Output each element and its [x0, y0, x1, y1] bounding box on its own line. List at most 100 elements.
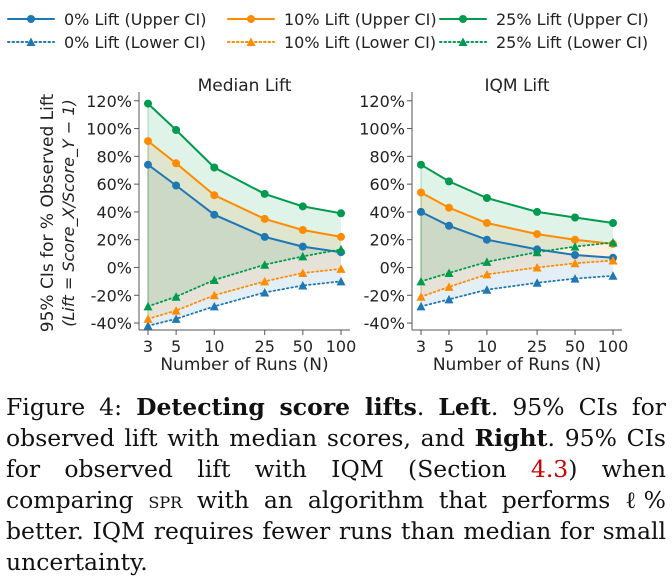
data-point	[298, 251, 308, 261]
data-point	[172, 181, 181, 190]
data-point	[417, 160, 425, 169]
legend-entry: 10% Lift (Upper CI)	[227, 10, 437, 29]
legend-triangle-marker	[26, 37, 36, 46]
series-line	[420, 163, 614, 224]
caption-text: with an algorithm that performs ℓ% bette…	[6, 486, 667, 576]
data-point	[298, 281, 308, 290]
y-tick-label: 40%	[96, 203, 132, 222]
y-axis-label-formula: (Lift = Score_X/Score_Y − 1)	[59, 99, 79, 327]
legend-entry: 0% Lift (Lower CI)	[7, 33, 206, 52]
y-tick-label: 100%	[359, 120, 405, 139]
ci-band	[421, 164, 613, 282]
x-tick-label: 25	[527, 337, 547, 356]
data-point	[210, 163, 219, 172]
data-point	[444, 268, 454, 277]
data-point	[336, 276, 346, 286]
data-point	[416, 276, 426, 286]
data-point	[532, 263, 542, 272]
data-point	[608, 238, 618, 247]
data-point	[416, 301, 426, 311]
legend-triangle-marker	[246, 37, 256, 46]
x-tick-label: 25	[255, 337, 275, 356]
series-line	[420, 274, 614, 308]
data-point	[260, 214, 269, 223]
data-point	[298, 202, 307, 211]
legend-circle-marker	[27, 15, 35, 23]
data-point	[260, 276, 270, 286]
legend: 0% Lift (Upper CI) 10% Lift (Upper CI) 25%…	[7, 10, 649, 52]
y-tick-label: 0%	[380, 258, 405, 277]
series-line	[147, 267, 342, 320]
legend-label: 25% Lift (Lower CI)	[496, 33, 648, 52]
data-point	[171, 314, 181, 323]
data-point	[417, 207, 425, 216]
legend-label: 10% Lift (Lower CI)	[284, 33, 436, 52]
data-point	[608, 271, 618, 280]
data-point	[336, 244, 346, 254]
caption-text: . 95% CIs for observed lift with median …	[6, 393, 667, 452]
data-point	[143, 314, 153, 323]
legend-label: 25% Lift (Upper CI)	[496, 10, 649, 29]
legend-entry: 25% Lift (Upper CI)	[439, 10, 649, 29]
legend-entry: 10% Lift (Lower CI)	[227, 33, 436, 52]
y-tick-label: 0%	[107, 258, 132, 277]
iqm-lift-panel: -40% -20% 0% 20% 40% 60% 80% 100% 120% 3 5 10 25 50 10…	[359, 76, 628, 375]
data-point	[445, 177, 453, 186]
x-tick-label: 50	[293, 337, 313, 356]
series-line	[420, 259, 614, 298]
data-point	[482, 219, 491, 227]
data-point	[260, 288, 270, 297]
data-point	[143, 301, 153, 311]
y-tick-label: -40%	[91, 314, 132, 333]
y-tick-label: 100%	[86, 120, 132, 139]
data-point	[171, 292, 181, 301]
legend-label: 10% Lift (Upper CI)	[284, 10, 437, 29]
legend-label: 0% Lift (Lower CI)	[64, 33, 206, 52]
caption-text: ) when comparing	[6, 455, 666, 514]
data-point	[298, 226, 307, 234]
y-tick-label: 60%	[369, 175, 405, 194]
data-point	[532, 278, 542, 287]
series-line	[420, 210, 614, 259]
section-reference-link[interactable]: 4.3	[530, 455, 569, 483]
y-tick-label: -20%	[91, 286, 132, 305]
x-tick-label: 3	[143, 337, 153, 356]
data-point	[533, 230, 542, 239]
legend-entry: 0% Lift (Upper CI)	[7, 10, 206, 29]
data-point	[609, 219, 617, 227]
data-point	[171, 306, 181, 315]
data-point	[444, 294, 454, 304]
panel-title: Median Lift	[198, 76, 292, 96]
legend-circle-marker	[247, 15, 255, 23]
series-line	[147, 163, 342, 254]
x-tick-label: 10	[204, 337, 224, 356]
median-lift-panel: -40% -20% 0% 20% 40% 60% 80% 100% 120% 3 5 10 25 50 10…	[86, 76, 356, 375]
caption-text: .	[416, 393, 439, 421]
ci-band	[148, 164, 341, 326]
y-tick-label: -40%	[364, 314, 405, 333]
legend-entry: 25% Lift (Lower CI)	[439, 33, 648, 52]
data-point	[570, 242, 580, 251]
data-point	[143, 321, 153, 330]
data-point	[570, 258, 580, 268]
data-point	[482, 194, 491, 202]
ci-band	[148, 141, 341, 319]
ci-band	[421, 211, 613, 307]
data-point	[608, 256, 618, 265]
x-tick-label: 100	[326, 337, 357, 356]
figure-caption: Figure 4: Detecting score lifts. Left. 9…	[6, 392, 666, 578]
x-tick-label: 5	[171, 337, 181, 356]
data-point	[417, 188, 425, 197]
data-point	[209, 275, 219, 284]
caption-bold-right: Right	[474, 424, 548, 452]
x-tick-label: 3	[416, 337, 426, 356]
y-tick-label: 80%	[96, 147, 132, 166]
data-point	[298, 268, 308, 277]
data-point	[337, 232, 345, 241]
data-point	[482, 257, 492, 266]
data-point	[209, 301, 219, 311]
data-point	[445, 203, 453, 212]
data-point	[260, 260, 270, 269]
y-tick-label: 60%	[96, 175, 132, 194]
ci-band	[148, 103, 341, 307]
